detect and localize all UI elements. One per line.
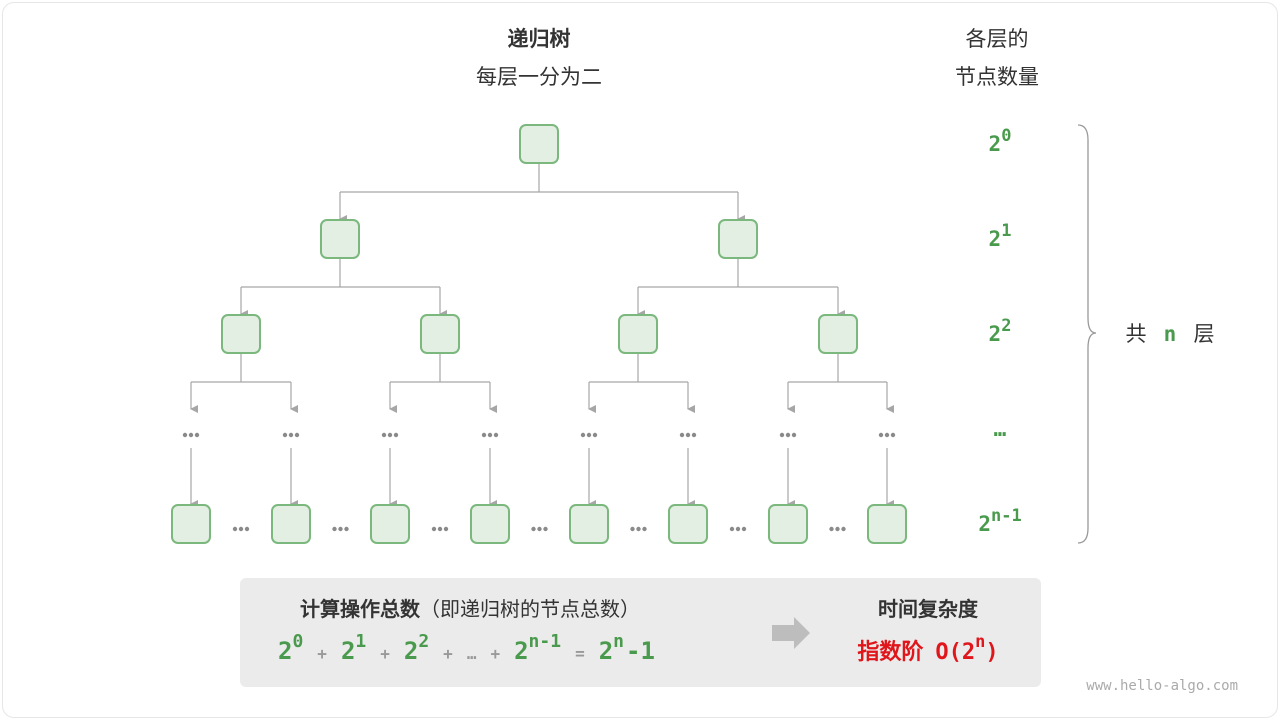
right-header-line1: 各层的: [966, 27, 1029, 51]
edge-level2: [190, 353, 298, 413]
ellipsis-icon: [878, 432, 896, 438]
tree-node-level1: [320, 219, 360, 259]
watermark: www.hello-algo.com: [1086, 678, 1238, 694]
edge-level2: [787, 353, 894, 413]
ellipsis-icon: [679, 432, 697, 438]
arrow-right-icon: [772, 617, 810, 649]
ellipsis-icon: [481, 432, 499, 438]
ellipsis-icon: [282, 432, 300, 438]
edge-level0: [339, 163, 745, 223]
tree-node-leaf: [470, 504, 510, 544]
layers-prefix: 共: [1126, 322, 1147, 346]
tree-node-root: [519, 124, 559, 164]
sum-formula: 20+ 21+ 22+… +2n-1= 2n-1: [278, 631, 655, 665]
brace: [1077, 124, 1097, 544]
edge-level1: [637, 258, 845, 318]
ellipsis-icon: [381, 432, 399, 438]
tree-node-leaf: [668, 504, 708, 544]
ellipsis-icon: [729, 526, 747, 532]
right-header-line2: 节点数量: [955, 65, 1039, 89]
ellipsis-icon: [630, 526, 647, 532]
tree-node-leaf: [370, 504, 410, 544]
tree-node-level1: [718, 219, 758, 259]
tree-node-leaf: [171, 504, 211, 544]
layers-suffix: 层: [1194, 322, 1215, 346]
level-count-0: 20: [989, 126, 1012, 156]
ellipsis-icon: [580, 432, 598, 438]
ellipsis-icon: [531, 526, 548, 532]
tree-node-level2: [221, 314, 261, 354]
ellipsis-icon: [232, 526, 250, 532]
tree-node-level2: [618, 314, 658, 354]
tree-node-level2: [420, 314, 460, 354]
complexity-value: 指数阶 O(2n): [857, 632, 998, 665]
tree-subtitle: 每层一分为二: [476, 65, 602, 89]
edge-level1: [240, 258, 447, 318]
ellipsis-icon: [182, 432, 200, 438]
level-count-4: 2n-1: [978, 506, 1021, 536]
ellipsis-icon: [829, 526, 846, 532]
edge-level2: [389, 353, 497, 413]
tree-node-leaf: [569, 504, 609, 544]
ellipsis-icon: [332, 526, 349, 532]
tree-node-leaf: [768, 504, 808, 544]
edge-level2: [588, 353, 695, 413]
level-count-3: …: [994, 417, 1007, 441]
layers-n: n: [1164, 322, 1177, 346]
ellipsis-icon: [779, 432, 797, 438]
tree-node-leaf: [271, 504, 311, 544]
tree-node-level2: [818, 314, 858, 354]
tree-node-leaf: [867, 504, 907, 544]
level-count-2: 22: [989, 316, 1012, 346]
summary-panel: [240, 578, 1041, 687]
ellipsis-icon: [431, 526, 449, 532]
summary-heading: 计算操作总数（即递归树的节点总数）: [300, 597, 640, 621]
tree-title: 递归树: [508, 27, 571, 51]
level-count-1: 21: [989, 221, 1012, 251]
complexity-heading: 时间复杂度: [878, 597, 979, 621]
